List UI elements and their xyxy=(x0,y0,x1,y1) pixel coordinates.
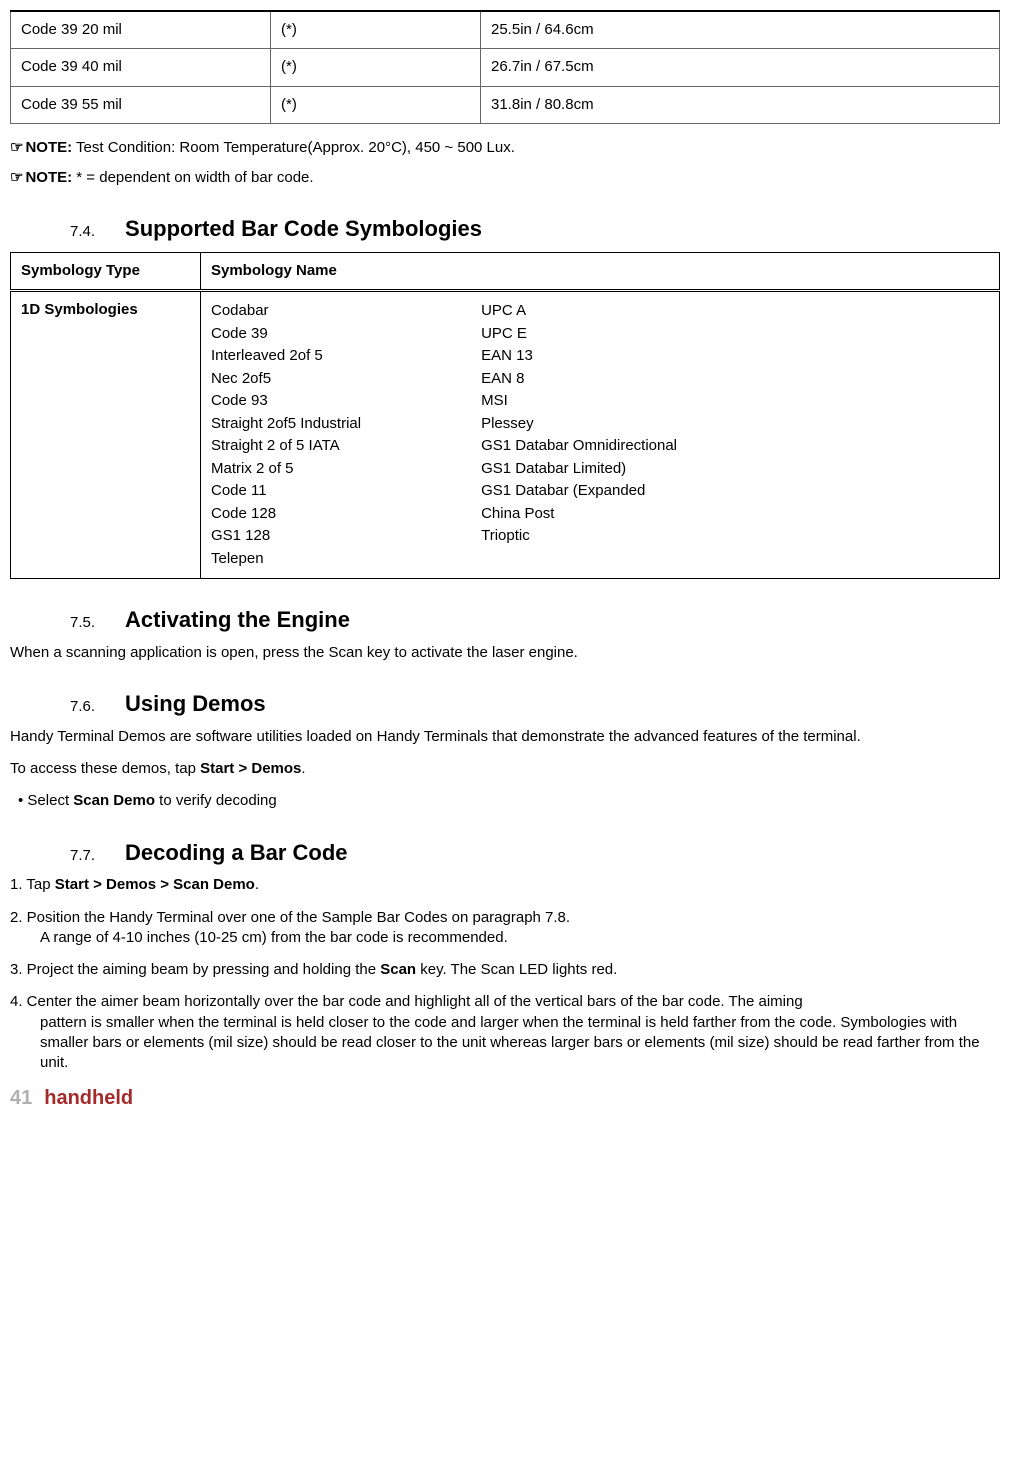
spec-cell: Code 39 20 mil xyxy=(11,11,271,49)
text: 3. Project the aiming beam by pressing a… xyxy=(10,961,380,978)
section-7-6-heading: 7.6. Using Demos xyxy=(70,689,1000,719)
list-item: Trioptic xyxy=(481,525,677,548)
list-item: Plessey xyxy=(481,413,677,436)
list-item: GS1 128 xyxy=(211,525,361,548)
step-2: 2. Position the Handy Terminal over one … xyxy=(10,908,1000,949)
section-number: 7.5. xyxy=(70,613,95,633)
text: • Select xyxy=(18,792,73,809)
text: . xyxy=(301,760,305,777)
list-item: Codabar xyxy=(211,300,361,323)
list-item: Straight 2of5 Industrial xyxy=(211,413,361,436)
table-row: Code 39 20 mil (*) 25.5in / 64.6cm xyxy=(11,11,1000,49)
brand-logo: handheld xyxy=(44,1085,133,1112)
text: . xyxy=(255,876,259,893)
list-item: Straight 2 of 5 IATA xyxy=(211,435,361,458)
list-item: GS1 Databar Limited) xyxy=(481,458,677,481)
spec-cell: 26.7in / 67.5cm xyxy=(481,49,1000,86)
list-item: Code 93 xyxy=(211,390,361,413)
spec-cell: 25.5in / 64.6cm xyxy=(481,11,1000,49)
list-item: EAN 8 xyxy=(481,368,677,391)
note-2: ☞NOTE: * = dependent on width of bar cod… xyxy=(10,168,1000,188)
note-text: * = dependent on width of bar code. xyxy=(72,169,313,186)
text: 4. Center the aimer beam horizontally ov… xyxy=(10,992,1000,1012)
pointing-hand-icon: ☞ xyxy=(10,139,23,156)
section-number: 7.4. xyxy=(70,222,95,242)
section-title: Activating the Engine xyxy=(125,605,350,635)
step-4: 4. Center the aimer beam horizontally ov… xyxy=(10,992,1000,1073)
menu-path: Start > Demos xyxy=(200,760,301,777)
spec-cell: 31.8in / 80.8cm xyxy=(481,86,1000,123)
table-row: Code 39 40 mil (*) 26.7in / 67.5cm xyxy=(11,49,1000,86)
symbology-names-cell: Codabar Code 39 Interleaved 2of 5 Nec 2o… xyxy=(201,291,1000,579)
list-item: Matrix 2 of 5 xyxy=(211,458,361,481)
list-item: Nec 2of5 xyxy=(211,368,361,391)
list-item: Code 11 xyxy=(211,480,361,503)
list-item: Telepen xyxy=(211,548,361,571)
text: To access these demos, tap xyxy=(10,760,200,777)
symbology-table: Symbology Type Symbology Name 1D Symbolo… xyxy=(10,252,1000,579)
text: 1. Tap xyxy=(10,876,55,893)
list-item: China Post xyxy=(481,503,677,526)
section-7-7-heading: 7.7. Decoding a Bar Code xyxy=(70,838,1000,868)
text: 2. Position the Handy Terminal over one … xyxy=(10,908,1000,928)
note-label: NOTE: xyxy=(25,169,72,186)
spec-cell: (*) xyxy=(271,86,481,123)
list-item: MSI xyxy=(481,390,677,413)
table-row: 1D Symbologies Codabar Code 39 Interleav… xyxy=(11,291,1000,579)
text: to verify decoding xyxy=(155,792,277,809)
spec-cell: Code 39 55 mil xyxy=(11,86,271,123)
symbology-column-1: Codabar Code 39 Interleaved 2of 5 Nec 2o… xyxy=(211,300,361,570)
text: pattern is smaller when the terminal is … xyxy=(10,1013,1000,1074)
step-1: 1. Tap Start > Demos > Scan Demo. xyxy=(10,875,1000,895)
section-7-5-heading: 7.5. Activating the Engine xyxy=(70,605,1000,635)
note-label: NOTE: xyxy=(25,139,72,156)
list-item: UPC E xyxy=(481,323,677,346)
bullet-item: • Select Scan Demo to verify decoding xyxy=(18,791,1000,811)
note-text: Test Condition: Room Temperature(Approx.… xyxy=(72,139,515,156)
list-item: GS1 Databar Omnidirectional xyxy=(481,435,677,458)
text: key. The Scan LED lights red. xyxy=(416,961,617,978)
symbology-type-cell: 1D Symbologies xyxy=(11,291,201,579)
spec-cell: (*) xyxy=(271,49,481,86)
note-1: ☞NOTE: Test Condition: Room Temperature(… xyxy=(10,138,1000,158)
paragraph: Handy Terminal Demos are software utilit… xyxy=(10,727,1000,747)
list-item: Code 128 xyxy=(211,503,361,526)
table-row: Code 39 55 mil (*) 31.8in / 80.8cm xyxy=(11,86,1000,123)
list-item: GS1 Databar (Expanded xyxy=(481,480,677,503)
symbology-column-2: UPC A UPC E EAN 13 EAN 8 MSI Plessey GS1… xyxy=(481,300,677,570)
list-item: Code 39 xyxy=(211,323,361,346)
text: A range of 4-10 inches (10-25 cm) from t… xyxy=(10,928,1000,948)
app-name: Scan Demo xyxy=(73,792,155,809)
spec-cell: Code 39 40 mil xyxy=(11,49,271,86)
page-number: 41 xyxy=(10,1085,32,1112)
step-3: 3. Project the aiming beam by pressing a… xyxy=(10,960,1000,980)
section-number: 7.7. xyxy=(70,846,95,866)
paragraph: When a scanning application is open, pre… xyxy=(10,643,1000,663)
column-header: Symbology Type xyxy=(11,252,201,290)
section-number: 7.6. xyxy=(70,697,95,717)
paragraph: To access these demos, tap Start > Demos… xyxy=(10,759,1000,779)
list-item: Interleaved 2of 5 xyxy=(211,345,361,368)
section-title: Supported Bar Code Symbologies xyxy=(125,214,482,244)
spec-table: Code 39 20 mil (*) 25.5in / 64.6cm Code … xyxy=(10,10,1000,124)
key-name: Scan xyxy=(380,961,416,978)
spec-cell: (*) xyxy=(271,11,481,49)
list-item: EAN 13 xyxy=(481,345,677,368)
section-7-4-heading: 7.4. Supported Bar Code Symbologies xyxy=(70,214,1000,244)
section-title: Decoding a Bar Code xyxy=(125,838,347,868)
menu-path: Start > Demos > Scan Demo xyxy=(55,876,255,893)
column-header: Symbology Name xyxy=(201,252,1000,290)
page-footer: 41 handheld xyxy=(10,1085,1000,1112)
pointing-hand-icon: ☞ xyxy=(10,169,23,186)
list-item: UPC A xyxy=(481,300,677,323)
section-title: Using Demos xyxy=(125,689,266,719)
